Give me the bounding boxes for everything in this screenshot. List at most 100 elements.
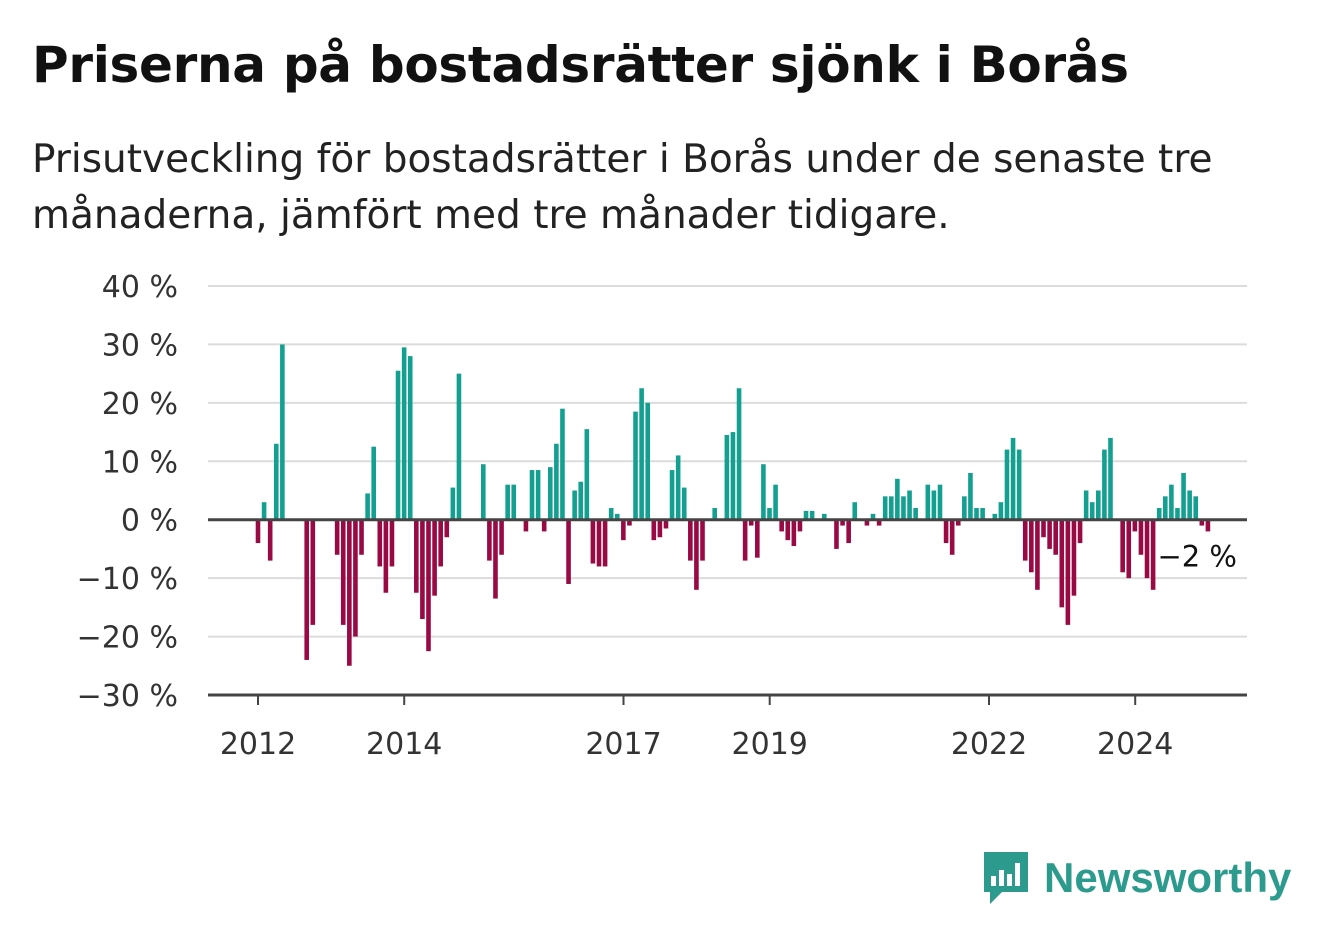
bar-negative <box>834 519 839 549</box>
bar-negative <box>347 519 352 666</box>
y-tick-label: 10 % <box>102 445 178 480</box>
bar-positive <box>888 496 894 520</box>
bar-negative <box>426 519 431 652</box>
bar-positive <box>669 470 675 520</box>
bar-negative <box>377 519 383 567</box>
bar-positive <box>633 411 638 520</box>
bar-negative <box>566 519 571 584</box>
bar-negative <box>1053 519 1058 555</box>
bar-positive <box>809 510 815 520</box>
bar-positive <box>773 484 778 520</box>
x-tick-label: 2017 <box>585 727 661 762</box>
bar-negative <box>943 519 949 544</box>
bar-negative <box>487 519 492 561</box>
y-tick-label: 20 % <box>102 387 178 422</box>
chart-title: Priserna på bostadsrätter sjönk i Borås <box>32 36 1129 94</box>
bar-positive <box>925 484 931 520</box>
bar-positive <box>584 429 590 520</box>
bars <box>255 344 1211 666</box>
bar-negative <box>1029 519 1034 573</box>
bar-positive <box>554 443 559 520</box>
bar-negative <box>797 519 803 532</box>
bar-negative <box>1035 519 1040 590</box>
bar-positive <box>852 502 858 520</box>
y-tick-label: −30 % <box>77 679 178 714</box>
bar-positive <box>907 490 912 520</box>
bar-positive <box>724 434 730 520</box>
bar-negative <box>1065 519 1071 625</box>
bar-positive <box>974 508 979 520</box>
bar-positive <box>261 502 267 520</box>
bar-positive <box>681 487 687 520</box>
bar-positive <box>608 508 614 520</box>
bar-positive <box>870 513 876 520</box>
bar-negative <box>876 519 882 526</box>
bar-negative <box>304 519 310 660</box>
y-tick-label: 40 % <box>102 270 178 305</box>
bar-negative <box>1071 519 1077 596</box>
bar-positive <box>1193 496 1199 520</box>
bar-positive <box>761 464 766 520</box>
bar-negative <box>310 519 316 625</box>
bar-negative <box>1077 519 1083 544</box>
bar-chart: 40 %30 %20 %10 %0 %−10 %−20 %−30 % 2012 2… <box>77 270 1247 762</box>
bar-positive <box>407 356 413 520</box>
bar-positive <box>803 510 809 520</box>
bar-positive <box>529 470 535 520</box>
newsworthy-logo-icon <box>984 852 1028 904</box>
y-tick-label: −20 % <box>77 621 178 656</box>
bar-negative <box>1120 519 1125 573</box>
bar-positive <box>1083 490 1089 520</box>
x-tick-label: 2019 <box>732 727 808 762</box>
bar-negative <box>700 519 705 561</box>
bar-negative <box>493 519 498 599</box>
bar-positive <box>645 402 651 520</box>
bar-positive <box>730 432 736 520</box>
bar-negative <box>779 519 784 532</box>
bar-positive <box>882 496 888 520</box>
bar-negative <box>334 519 340 555</box>
bar-positive <box>371 446 376 520</box>
y-tick-label: 0 % <box>121 504 178 539</box>
bar-negative <box>688 519 693 561</box>
bar-negative <box>541 519 547 532</box>
bar-negative <box>1205 519 1211 532</box>
bar-negative <box>742 519 748 561</box>
bar-positive <box>1181 472 1186 520</box>
bar-positive <box>639 388 644 520</box>
bar-positive <box>1004 449 1010 520</box>
bar-positive <box>547 467 553 520</box>
bar-negative <box>1144 519 1150 579</box>
bar-negative <box>840 519 845 526</box>
bar-negative <box>590 519 596 564</box>
bar-positive <box>931 490 937 520</box>
bar-positive <box>913 508 918 520</box>
bar-positive <box>481 464 486 520</box>
bar-negative <box>1199 519 1205 526</box>
bar-positive <box>511 484 517 520</box>
bar-positive <box>895 478 900 520</box>
bar-positive <box>980 508 985 520</box>
bar-negative <box>1150 519 1156 590</box>
bar-positive <box>1169 484 1174 520</box>
last-value-label: −2 % <box>1157 539 1237 573</box>
y-tick-label: −10 % <box>77 562 178 597</box>
brand-logo: Newsworthy <box>980 848 1291 908</box>
bar-negative <box>444 519 450 538</box>
bar-negative <box>651 519 657 541</box>
bar-negative <box>949 519 955 555</box>
bar-negative <box>432 519 437 596</box>
x-tick-label: 2014 <box>366 727 442 762</box>
x-tick-label: 2012 <box>220 727 296 762</box>
bar-positive <box>505 484 510 520</box>
bar-negative <box>255 519 261 544</box>
bar-positive <box>992 513 998 520</box>
bar-negative <box>663 519 669 529</box>
bar-negative <box>596 519 602 567</box>
bar-positive <box>767 508 772 520</box>
brand-name: Newsworthy <box>1044 854 1292 901</box>
bar-negative <box>602 519 608 567</box>
bar-positive <box>675 455 681 520</box>
annotations: −2 % <box>1157 539 1237 573</box>
bar-negative <box>755 519 760 558</box>
